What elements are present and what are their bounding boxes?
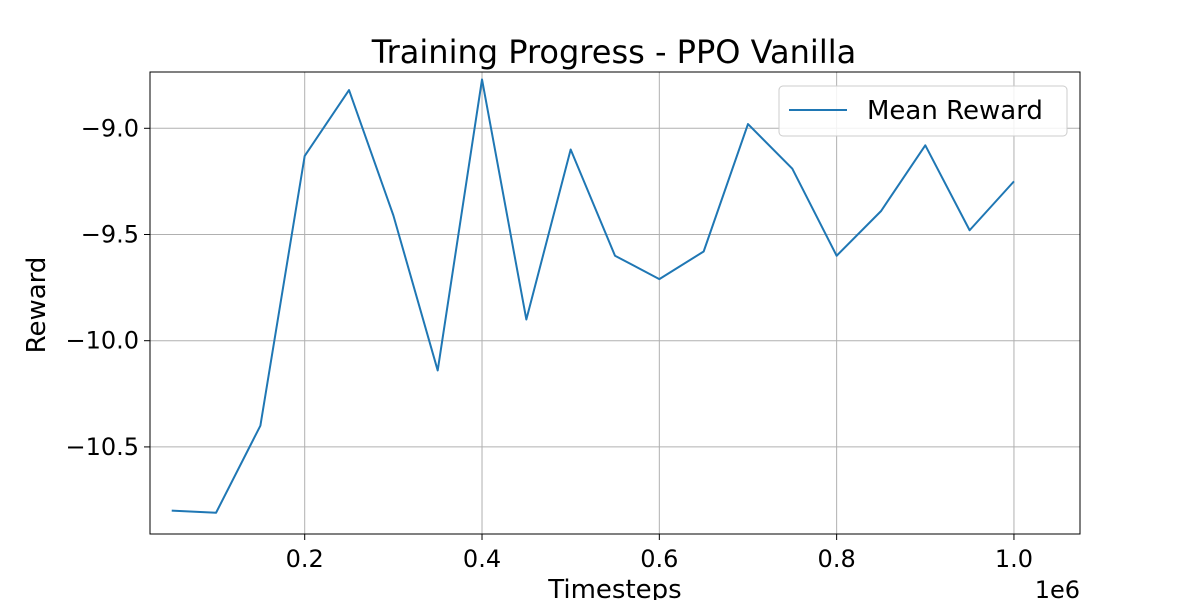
data-point	[614, 255, 616, 257]
data-point	[747, 123, 749, 125]
data-point	[1013, 180, 1015, 182]
x-tick-label: 0.6	[640, 545, 678, 573]
data-point	[969, 229, 971, 231]
legend: Mean Reward	[778, 85, 1068, 137]
legend-label: Mean Reward	[867, 96, 1043, 126]
data-point	[304, 155, 306, 157]
y-axis-label: Reward	[22, 257, 52, 354]
series-line-mean-reward	[171, 78, 1015, 514]
series-layer	[171, 78, 1015, 514]
x-tick-label: 0.4	[463, 545, 501, 573]
legend-box	[778, 85, 1068, 137]
data-point	[215, 512, 217, 514]
data-point	[880, 210, 882, 212]
y-tick-label: −10.5	[65, 433, 139, 461]
x-tick-label: 0.2	[286, 545, 324, 573]
data-point	[791, 168, 793, 170]
data-point	[703, 250, 705, 252]
y-tick-label: −9.5	[81, 220, 139, 248]
chart-title: Training Progress - PPO Vanilla	[371, 33, 856, 71]
y-tick-label: −9.0	[81, 114, 139, 142]
data-point	[348, 89, 350, 91]
data-point	[924, 144, 926, 146]
x-tick-label: 1.0	[995, 545, 1033, 573]
x-axis-label: Timesteps	[547, 575, 681, 600]
data-point	[259, 425, 261, 427]
x-offset-label: 1e6	[1035, 576, 1080, 600]
data-point	[171, 510, 173, 512]
data-point	[570, 149, 572, 151]
ticks: 0.2 0.4 0.6 0.8 1.0 −9.0 −9.5 −10.0 −10.5	[65, 114, 1033, 573]
data-point	[392, 214, 394, 216]
plot-frame	[149, 71, 1081, 535]
data-point	[525, 318, 527, 320]
x-tick-label: 0.8	[818, 545, 856, 573]
data-point	[658, 278, 660, 280]
y-tick-label: −10.0	[65, 327, 139, 355]
data-point	[481, 78, 483, 80]
data-point	[836, 255, 838, 257]
data-point	[437, 369, 439, 371]
